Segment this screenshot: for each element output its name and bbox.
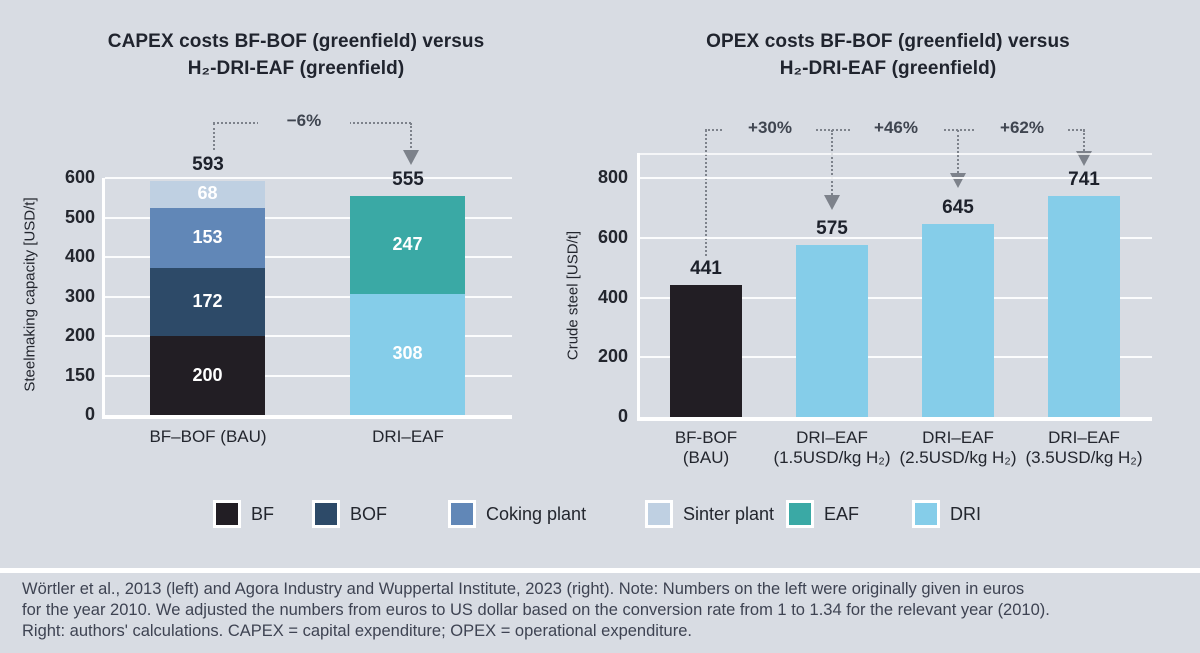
- source-note-line1: Wörtler et al., 2013 (left) and Agora In…: [22, 580, 1025, 598]
- bar-segment-value: 172: [192, 291, 223, 311]
- bar-segment-dri: [350, 293, 465, 415]
- opex-tick-600: 600: [597, 227, 628, 247]
- source-note-line2: for the year 2010. We adjusted the numbe…: [22, 601, 1050, 619]
- bar-total-label: 555: [392, 169, 424, 190]
- bar-value-label: 441: [690, 258, 722, 279]
- capex-tick-500: 500: [64, 207, 95, 227]
- opex-gridline-600: [640, 237, 1152, 239]
- legend-label-sinter-plant: Sinter plant: [683, 504, 775, 524]
- opex-annotation-arrow-shaft-1: [831, 130, 833, 195]
- x-axis-label: DRI–EAF: [922, 428, 994, 447]
- opex-y-axis-line: [637, 153, 640, 417]
- bar-bf-bof-(bau): [670, 285, 742, 417]
- bar-dri–eaf-(2.5usd/kg-h₂): [922, 224, 994, 417]
- legend-swatch-bf: [213, 500, 241, 528]
- opex-title-line1: OPEX costs BF-BOF (greenfield) versus: [706, 31, 1070, 52]
- legend-label-coking-plant: Coking plant: [486, 504, 587, 524]
- capex-annotation-arrowhead-icon: [403, 150, 419, 165]
- bar-value-label: 741: [1068, 169, 1100, 190]
- opex-tick-400: 400: [597, 287, 628, 307]
- x-axis-label: (1.5USD/kg H₂): [773, 448, 891, 467]
- x-axis-label: DRI–EAF: [1048, 428, 1120, 447]
- capex-gridline-150: [105, 375, 512, 377]
- capex-chart-title: CAPEX costs BF-BOF (greenfield) versus H…: [46, 28, 546, 82]
- bar-segment-value: 247: [392, 234, 423, 254]
- capex-y-axis-label: Steelmaking capacity [USD/t]: [21, 197, 39, 392]
- capex-annotation-arrow-shaft: [410, 123, 412, 152]
- legend-swatch-sinter-plant: [645, 500, 673, 528]
- capex-tick-0: 0: [84, 404, 95, 424]
- capex-tick-400: 400: [64, 246, 95, 266]
- bar-segment-value: 68: [197, 183, 218, 203]
- opex-tick-800: 800: [597, 167, 628, 187]
- legend-label-bf: BF: [251, 504, 275, 524]
- capex-y-axis-line: [102, 178, 105, 415]
- capex-gridline-600: [105, 177, 512, 179]
- x-axis-label: BF–BOF (BAU): [149, 427, 267, 446]
- bar-value-label: 575: [816, 218, 848, 239]
- opex-chart-title: OPEX costs BF-BOF (greenfield) versus H₂…: [638, 28, 1138, 82]
- bar-value-label: 645: [942, 197, 974, 218]
- opex-tick-200: 200: [597, 346, 628, 366]
- capex-gridline-300: [105, 296, 512, 298]
- x-axis-label: (2.5USD/kg H₂): [899, 448, 1017, 467]
- opex-annotation-label-2: +46%: [850, 118, 942, 138]
- opex-annotation-arrowhead-1-icon: [824, 195, 840, 210]
- footer-divider: [0, 568, 1200, 573]
- bar-segment-bof: [150, 268, 265, 336]
- opex-annotation-arrow-shaft-2: [957, 130, 959, 173]
- x-axis-label: (BAU): [682, 448, 730, 467]
- capex-gridline-500: [105, 217, 512, 219]
- bar-segment-coking-plant: [150, 208, 265, 268]
- capex-gridline-200: [105, 335, 512, 337]
- opex-gridline-400: [640, 297, 1152, 299]
- legend-label-eaf: EAF: [824, 504, 860, 524]
- capex-tick-200: 200: [64, 325, 95, 345]
- legend-swatch-bof: [312, 500, 340, 528]
- capex-tick-150: 150: [64, 365, 95, 385]
- opex-plot-top-line: [640, 153, 1152, 155]
- opex-title-line2: H₂-DRI-EAF (greenfield): [779, 58, 997, 79]
- opex-gridline-200: [640, 356, 1152, 358]
- bar-dri–eaf-(1.5usd/kg-h₂): [796, 245, 868, 417]
- opex-gridline-800: [640, 177, 1152, 179]
- bar-segment-value: 200: [192, 365, 223, 385]
- legend-label-dri: DRI: [950, 504, 981, 524]
- capex-tick-300: 300: [64, 286, 95, 306]
- opex-x-axis-line: [637, 417, 1152, 421]
- x-axis-label: DRI–EAF: [372, 427, 444, 446]
- capex-x-axis-line: [102, 415, 512, 419]
- bar-dri–eaf-(3.5usd/kg-h₂): [1048, 196, 1120, 417]
- legend-swatch-eaf: [786, 500, 814, 528]
- opex-annotation-vline: [705, 130, 707, 256]
- source-note-line3: Right: authors' calculations. CAPEX = ca…: [22, 622, 692, 640]
- legend-swatch-coking-plant: [448, 500, 476, 528]
- bar-segment-sinter-plant: [150, 181, 265, 208]
- capex-tick-600: 600: [64, 167, 95, 187]
- bar-total-label: 593: [192, 154, 224, 175]
- capex-title-line2: H₂-DRI-EAF (greenfield): [187, 58, 405, 79]
- x-axis-label: DRI–EAF: [796, 428, 868, 447]
- bar-segment-bf: [150, 336, 265, 415]
- source-note: Wörtler et al., 2013 (left) and Agora In…: [22, 579, 1182, 642]
- legend-swatch-dri: [912, 500, 940, 528]
- opex-tick-0: 0: [617, 406, 628, 426]
- opex-annotation-label-3: +62%: [976, 118, 1068, 138]
- capex-title-line1: CAPEX costs BF-BOF (greenfield) versus: [107, 31, 485, 52]
- opex-annotation-label-1: +30%: [724, 118, 816, 138]
- legend-label-bof: BOF: [350, 504, 388, 524]
- opex-annotation-arrowhead-2-icon: [950, 173, 966, 188]
- capex-annotation-vline: [213, 123, 215, 150]
- x-axis-label: (3.5USD/kg H₂): [1025, 448, 1143, 467]
- bar-segment-value: 308: [392, 343, 423, 363]
- bar-segment-value: 153: [192, 227, 223, 247]
- opex-annotation-arrow-shaft-3: [1083, 130, 1085, 151]
- capex-annotation-label: −6%: [258, 111, 350, 131]
- bar-segment-eaf: [350, 196, 465, 294]
- x-axis-label: BF-BOF: [674, 428, 738, 447]
- capex-gridline-400: [105, 256, 512, 258]
